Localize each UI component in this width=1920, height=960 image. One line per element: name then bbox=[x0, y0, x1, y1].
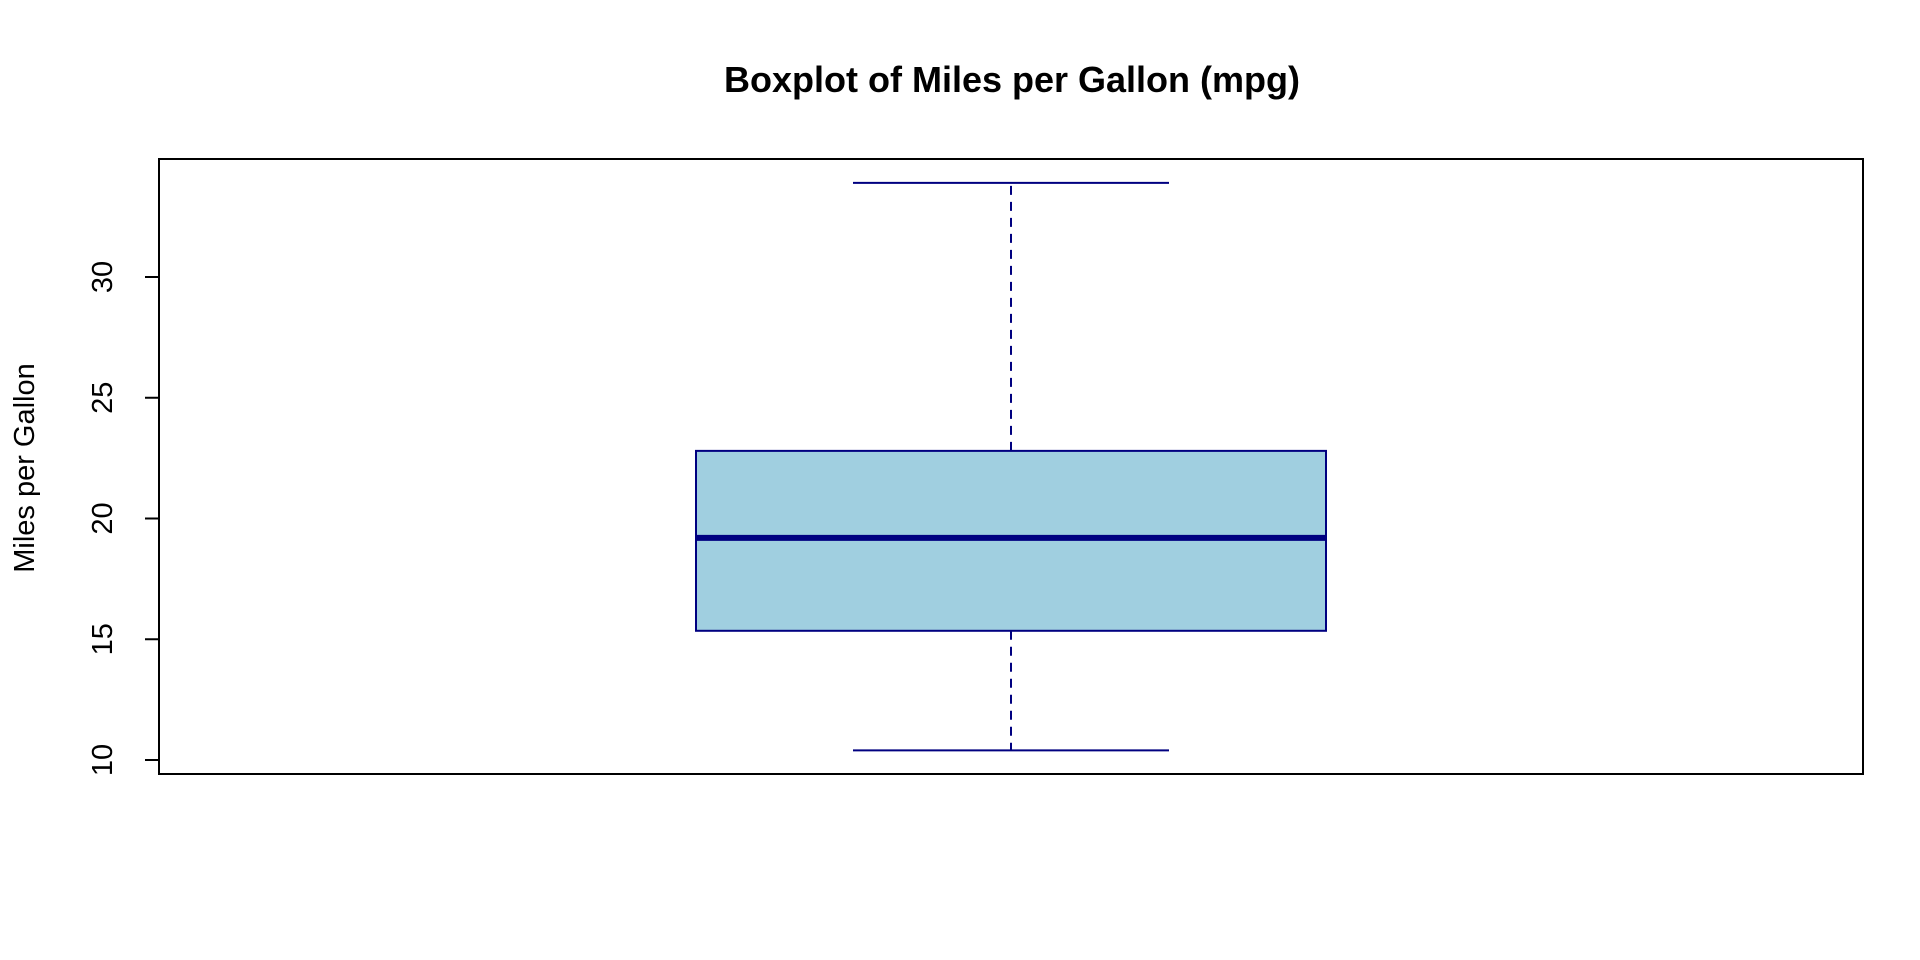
y-tick-label: 25 bbox=[87, 382, 119, 414]
box-plot bbox=[695, 181, 1327, 752]
chart-title: Boxplot of Miles per Gallon (mpg) bbox=[724, 59, 1300, 100]
y-tick-label: 15 bbox=[87, 623, 119, 655]
y-tick-label: 30 bbox=[87, 261, 119, 293]
y-tick-label: 10 bbox=[87, 744, 119, 776]
y-tick-label: 20 bbox=[87, 502, 119, 534]
interquartile-box bbox=[695, 449, 1327, 632]
y-axis-label: Miles per Gallon bbox=[9, 363, 41, 573]
y-axis: 10 15 20 25 30 bbox=[87, 261, 160, 776]
